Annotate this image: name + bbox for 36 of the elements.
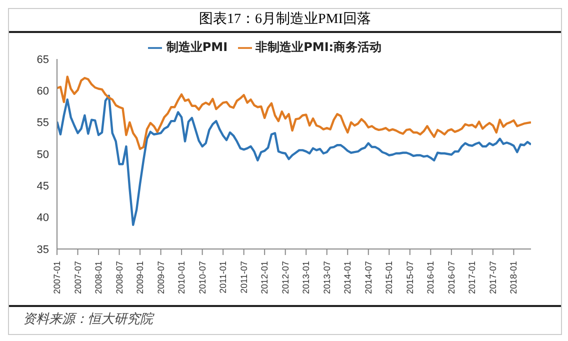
- x-tick-label: 2007-07: [72, 261, 83, 294]
- x-tick-label: 2009-07: [156, 261, 166, 294]
- y-tick-label: 40: [36, 212, 49, 224]
- y-tick-label: 35: [36, 244, 49, 256]
- text: 资料来源：恒大研究院: [23, 311, 153, 326]
- x-tick-label: 2011-07: [238, 261, 249, 294]
- x-tick-label: 2011-01: [218, 261, 228, 294]
- x-tick-label: 2013-01: [301, 261, 312, 294]
- x-tick-label: 2016-01: [426, 261, 436, 294]
- x-tick-label: 2009-01: [135, 261, 146, 294]
- x-tick-label: 2016-07: [446, 261, 456, 294]
- x-tick-label: 2007-01: [52, 261, 62, 294]
- x-tick-label: 2012-01: [260, 261, 270, 294]
- x-tick-label: 2014-07: [363, 261, 374, 294]
- line-series: [57, 94, 531, 226]
- x-tick-label: 2015-07: [404, 261, 415, 294]
- legend-label: 非制造业PMI:商务活动: [256, 40, 382, 54]
- x-tick-label: 2017-07: [488, 261, 498, 294]
- x-tick-label: 2015-01: [384, 261, 394, 294]
- x-tick-label: 2018-01: [508, 261, 519, 294]
- x-tick-label: 2010-07: [197, 261, 208, 294]
- legend-label: 制造业PMI: [166, 40, 228, 54]
- x-tick-label: 2010-01: [176, 261, 187, 294]
- x-tick-label: 2013-07: [322, 261, 332, 294]
- x-tick-label: 2017-01: [467, 261, 478, 294]
- y-tick-label: 60: [36, 86, 49, 98]
- y-tick-label: 45: [36, 180, 49, 193]
- x-tick-label: 2012-07: [280, 261, 290, 294]
- chart-title: 图表17：6月制造业PMI回落: [9, 9, 561, 33]
- x-tick-label: 2008-01: [94, 261, 104, 294]
- line-series: [57, 76, 531, 150]
- x-tick-label: 2014-01: [342, 261, 353, 294]
- y-tick-label: 55: [36, 117, 49, 130]
- y-tick-label: 65: [36, 54, 49, 66]
- x-tick-label: 2008-07: [114, 261, 124, 294]
- y-tick-label: 50: [36, 148, 49, 161]
